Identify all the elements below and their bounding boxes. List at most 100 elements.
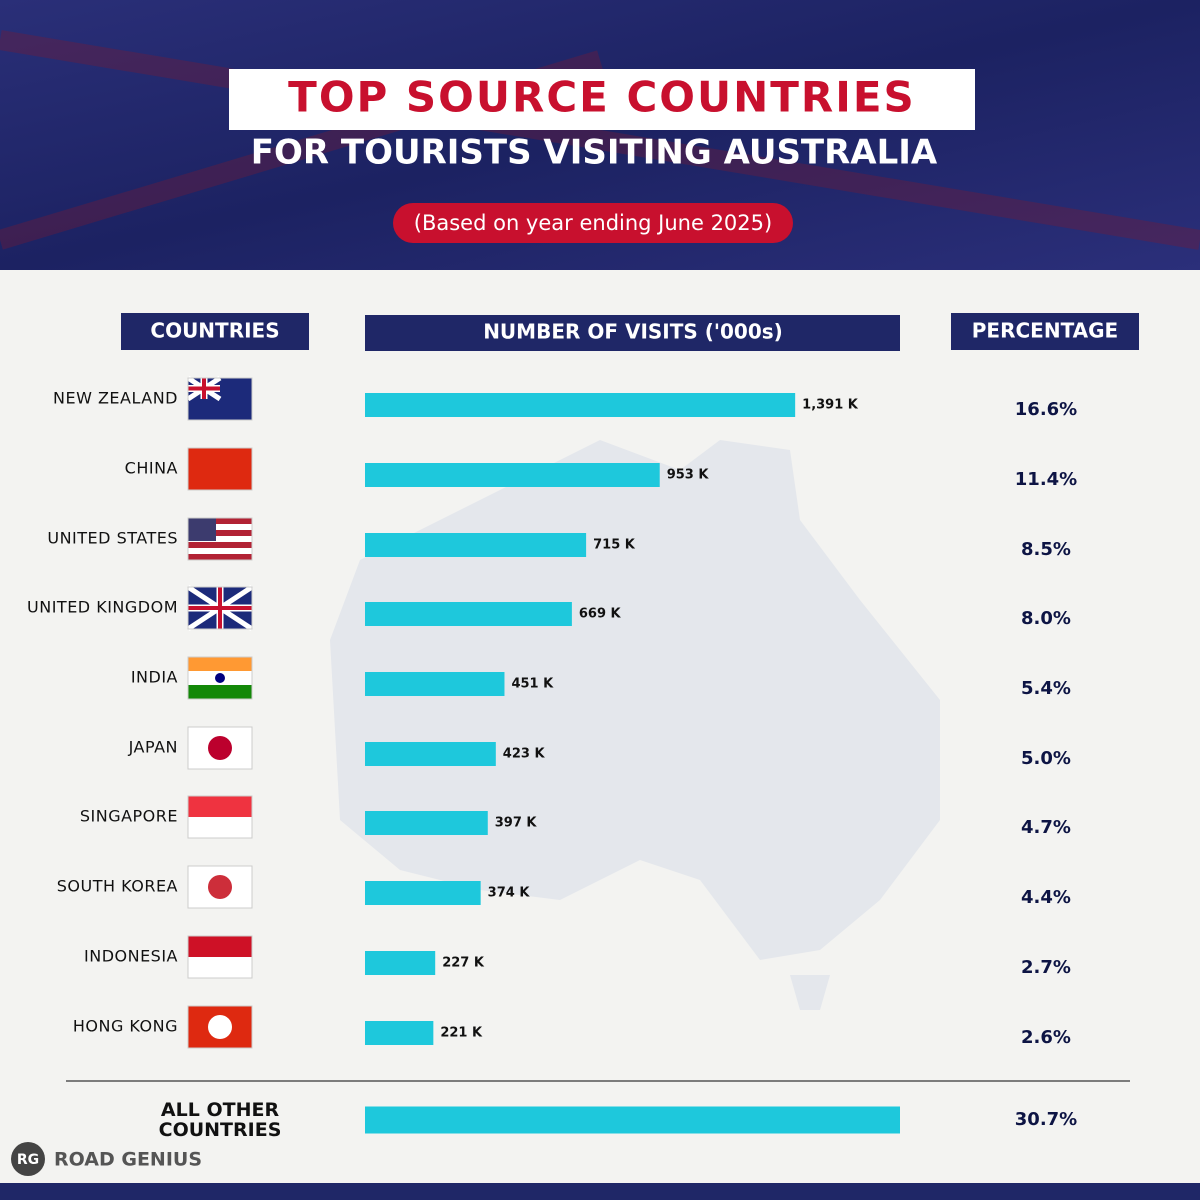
- country-label-line: ALL OTHER: [161, 1099, 280, 1121]
- column-header: PERCENTAGE: [972, 319, 1118, 343]
- flag-border: [187, 586, 253, 630]
- bar: [365, 602, 572, 626]
- flag-stripe: [188, 530, 252, 537]
- flag: [186, 375, 253, 421]
- flag-stripe: [188, 817, 252, 839]
- flag-stripe: [188, 957, 252, 979]
- bar: [365, 1106, 900, 1134]
- tasmania: [790, 975, 830, 1010]
- flag: [187, 935, 253, 979]
- flag-border: [187, 865, 253, 909]
- country-label: INDIA: [131, 668, 178, 687]
- country-label-line: COUNTRIES: [159, 1119, 282, 1141]
- header-box: [365, 315, 900, 351]
- bar: [365, 463, 660, 487]
- bar: [365, 811, 488, 835]
- percentage: 11.4%: [1015, 469, 1077, 490]
- bar: [365, 881, 481, 905]
- country-label: UNITED KINGDOM: [27, 598, 178, 617]
- header-box: [121, 313, 309, 350]
- bar: [365, 742, 496, 766]
- country-label: JAPAN: [128, 738, 178, 757]
- value-label: 715 K: [593, 538, 636, 553]
- flag-stripe: [188, 685, 252, 700]
- percentage: 8.0%: [1021, 608, 1071, 629]
- country-label: HONG KONG: [73, 1017, 178, 1036]
- percentage: 5.4%: [1021, 678, 1071, 699]
- flag-stripe: [188, 936, 252, 958]
- flag-stripe: [188, 548, 252, 555]
- flag-border: [187, 726, 253, 770]
- value-label: 669 K: [579, 607, 622, 622]
- flag-emblem: [208, 736, 232, 760]
- column-header: NUMBER OF VISITS ('000s): [483, 320, 783, 344]
- bar: [365, 393, 796, 417]
- percentage: 16.6%: [1015, 399, 1077, 420]
- flag: [187, 795, 253, 839]
- flag: [187, 447, 253, 491]
- flag-border: [187, 795, 253, 839]
- percentage: 5.0%: [1021, 748, 1071, 769]
- flag-border: [187, 517, 253, 561]
- flag-stripe: [188, 657, 252, 672]
- brand-logo-circle: [11, 1142, 45, 1176]
- percentage: 2.6%: [1021, 1027, 1071, 1048]
- flag-stripe: [188, 554, 252, 561]
- flag-canton: [188, 518, 216, 541]
- value-label: 374 K: [488, 886, 531, 901]
- percentage: 4.7%: [1021, 817, 1071, 838]
- title: TOP SOURCE COUNTRIES: [288, 73, 916, 122]
- flag: [187, 517, 253, 561]
- value-label: 423 K: [503, 747, 546, 762]
- bar: [365, 951, 436, 975]
- country-label: UNITED STATES: [47, 529, 178, 548]
- country-label: NEW ZEALAND: [53, 389, 178, 408]
- note: (Based on year ending June 2025): [414, 211, 772, 235]
- percentage: 2.7%: [1021, 957, 1071, 978]
- value-label: 227 K: [442, 956, 485, 971]
- flag-emblem: [208, 875, 232, 899]
- value-label: 953 K: [667, 468, 710, 483]
- flag-border: [187, 935, 253, 979]
- flag: [187, 656, 253, 700]
- flag-stripe: [188, 542, 252, 549]
- bar: [365, 533, 587, 557]
- flag-stripe: [188, 524, 252, 531]
- flag-stripe: [188, 518, 252, 525]
- header-box: [951, 313, 1139, 350]
- brand-logo: RG: [17, 1152, 39, 1168]
- percentage: 8.5%: [1021, 539, 1071, 560]
- flag-stripe: [188, 536, 252, 543]
- country-label: CHINA: [125, 459, 178, 478]
- brand: ROAD GENIUS: [54, 1149, 202, 1171]
- flag-stripe: [188, 796, 252, 818]
- flag-cross: [188, 378, 220, 399]
- flag: [187, 1005, 253, 1049]
- flag-border: [187, 1005, 253, 1049]
- percentage: 4.4%: [1021, 887, 1071, 908]
- note-pill: [393, 203, 793, 243]
- flag-stripe: [188, 448, 252, 491]
- flag-emblem: [215, 673, 225, 683]
- value-label: 451 K: [511, 677, 554, 692]
- subtitle: FOR TOURISTS VISITING AUSTRALIA: [251, 133, 938, 173]
- flag: [187, 865, 253, 909]
- flag-border: [187, 377, 253, 421]
- footer-band: [0, 1183, 1200, 1200]
- value-label: 1,391 K: [802, 398, 859, 413]
- percentage: 30.7%: [1015, 1109, 1077, 1130]
- flag-emblem: [208, 1015, 232, 1039]
- value-label: 397 K: [495, 816, 538, 831]
- column-header: COUNTRIES: [150, 319, 279, 343]
- value-label: 221 K: [440, 1026, 483, 1041]
- flag: [187, 726, 253, 770]
- country-label: ALL OTHER COUNTRIES: [159, 1099, 282, 1141]
- title-box: [229, 69, 975, 130]
- flag-cross: [188, 587, 252, 629]
- flag-border: [187, 447, 253, 491]
- flag-border: [187, 656, 253, 700]
- country-label: SOUTH KOREA: [57, 877, 178, 896]
- flag: [186, 584, 254, 632]
- bar: [365, 672, 505, 696]
